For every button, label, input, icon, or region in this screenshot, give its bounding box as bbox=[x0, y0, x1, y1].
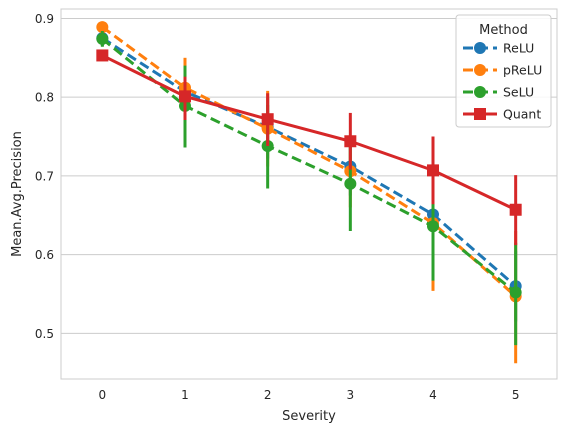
legend-swatch-marker bbox=[474, 86, 486, 98]
legend: Method ReLU pReLU SeLU Quant bbox=[455, 14, 552, 128]
series-line bbox=[101, 25, 517, 298]
y-axis-label: Mean.Avg.Precision bbox=[10, 131, 25, 257]
series-quant bbox=[96, 49, 522, 246]
data-point bbox=[261, 113, 274, 126]
x-tick-label: 4 bbox=[429, 388, 437, 402]
legend-swatch-marker bbox=[474, 42, 486, 54]
legend-label: pReLU bbox=[503, 63, 542, 78]
data-point bbox=[344, 177, 357, 190]
data-point bbox=[509, 203, 522, 216]
x-tick-label: 0 bbox=[99, 388, 107, 402]
data-point bbox=[96, 32, 109, 45]
legend-item-prelu: pReLU bbox=[463, 63, 542, 78]
legend-label: Quant bbox=[503, 107, 541, 122]
data-point bbox=[427, 220, 439, 233]
legend-items: ReLU pReLU SeLU Quant bbox=[463, 41, 542, 122]
gridlines bbox=[61, 17, 557, 334]
y-tick-label: 0.8 bbox=[35, 91, 54, 105]
y-tick-label: 0.6 bbox=[35, 248, 54, 262]
legend-swatch-marker bbox=[474, 108, 486, 120]
x-tick-label: 5 bbox=[512, 388, 520, 402]
x-axis-label: Severity bbox=[282, 409, 336, 424]
y-tick-label: 0.7 bbox=[35, 169, 54, 183]
legend-item-quant: Quant bbox=[463, 107, 541, 122]
x-tick-label: 1 bbox=[181, 388, 189, 402]
y-tick-label: 0.5 bbox=[35, 327, 54, 341]
series-line bbox=[101, 37, 517, 294]
legend-item-selu: SeLU bbox=[463, 85, 534, 100]
data-point bbox=[509, 286, 522, 299]
series-layer bbox=[96, 21, 522, 364]
data-point bbox=[344, 135, 357, 148]
ticks-layer: 0.5 0.6 0.7 0.8 0.9 0 1 2 3 4 5 bbox=[35, 12, 520, 402]
legend-label: ReLU bbox=[503, 41, 534, 56]
data-point bbox=[179, 90, 191, 103]
legend-item-relu: ReLU bbox=[463, 41, 534, 56]
legend-swatch-marker bbox=[474, 64, 486, 76]
legend-title: Method bbox=[479, 23, 528, 38]
plot-frame bbox=[60, 8, 558, 380]
x-tick-label: 3 bbox=[347, 388, 355, 402]
y-tick-label: 0.9 bbox=[35, 12, 54, 26]
data-point bbox=[96, 49, 109, 62]
series-line bbox=[101, 36, 517, 288]
data-point bbox=[427, 164, 439, 177]
series-line bbox=[101, 54, 517, 212]
x-tick-label: 2 bbox=[264, 388, 272, 402]
data-point bbox=[96, 21, 109, 34]
legend-label: SeLU bbox=[503, 85, 534, 100]
